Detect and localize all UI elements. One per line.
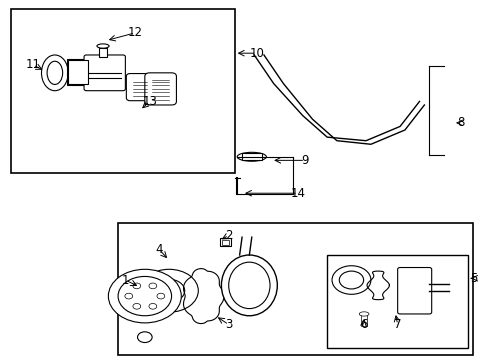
Bar — [242, 153, 261, 160]
Ellipse shape — [41, 55, 68, 91]
Text: 14: 14 — [290, 187, 305, 200]
Text: 4: 4 — [155, 243, 163, 256]
Bar — [99, 48, 107, 57]
Circle shape — [108, 269, 181, 323]
Text: 1: 1 — [122, 274, 129, 287]
Circle shape — [153, 279, 184, 302]
Circle shape — [140, 269, 198, 312]
Bar — [220, 238, 230, 246]
Bar — [118, 223, 472, 355]
FancyBboxPatch shape — [144, 73, 176, 105]
Circle shape — [137, 332, 152, 342]
Ellipse shape — [97, 44, 109, 48]
Text: 5: 5 — [469, 272, 477, 285]
Bar — [326, 255, 467, 348]
Text: 13: 13 — [142, 95, 157, 108]
Text: 6: 6 — [359, 318, 366, 331]
Text: 7: 7 — [393, 318, 401, 331]
Text: 11: 11 — [25, 58, 41, 72]
Bar — [361, 314, 366, 327]
Ellipse shape — [47, 61, 62, 85]
Circle shape — [124, 293, 132, 299]
Ellipse shape — [228, 262, 269, 309]
Circle shape — [331, 266, 370, 294]
Text: 9: 9 — [301, 154, 308, 167]
FancyBboxPatch shape — [397, 267, 431, 314]
Ellipse shape — [237, 152, 266, 161]
Bar — [222, 240, 228, 245]
Circle shape — [339, 271, 363, 289]
Bar — [11, 9, 234, 173]
Text: 8: 8 — [456, 116, 464, 129]
FancyBboxPatch shape — [126, 73, 153, 101]
FancyBboxPatch shape — [67, 59, 89, 85]
Circle shape — [133, 283, 141, 289]
Text: 12: 12 — [127, 26, 142, 39]
Text: 3: 3 — [225, 318, 232, 331]
Ellipse shape — [359, 312, 368, 316]
FancyBboxPatch shape — [68, 60, 88, 84]
Text: 10: 10 — [249, 47, 264, 60]
Ellipse shape — [221, 255, 277, 316]
Circle shape — [157, 293, 164, 299]
Circle shape — [133, 303, 141, 309]
FancyBboxPatch shape — [84, 55, 125, 91]
Circle shape — [118, 276, 171, 316]
Circle shape — [149, 283, 157, 289]
Text: 2: 2 — [225, 229, 232, 242]
Circle shape — [149, 303, 157, 309]
